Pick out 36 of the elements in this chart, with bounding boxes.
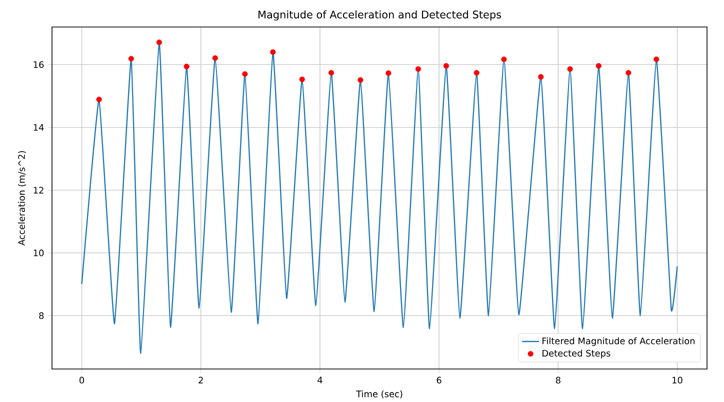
point (415, 66, 422, 72)
x-tick-label: 0 (80, 376, 84, 384)
point (654, 56, 660, 62)
point (626, 70, 632, 76)
point (596, 63, 602, 69)
point (299, 76, 305, 82)
point (184, 64, 190, 70)
y-tick-label: 16 (34, 61, 44, 68)
x-tick-label: 10 (672, 376, 682, 384)
point (156, 40, 162, 46)
y-tick-label: 12 (34, 186, 44, 194)
x-tick-label: 8 (556, 376, 560, 384)
point (538, 74, 544, 80)
point (128, 56, 134, 62)
legend-label: Filtered Magnitude of Acceleration (542, 338, 695, 346)
point (358, 77, 364, 83)
point (242, 71, 248, 77)
point (567, 66, 573, 72)
point (474, 70, 480, 76)
y-tick-label: 8 (39, 312, 44, 320)
point (386, 70, 392, 76)
point (443, 63, 449, 69)
y-tick-label: 14 (34, 124, 44, 131)
x-axis-title: Time (sec) (356, 390, 402, 399)
chart-title: Magnitude of Acceleration and Detected Steps (258, 10, 502, 21)
point (212, 55, 218, 61)
point (328, 70, 334, 76)
x-tick-label: 4 (318, 376, 322, 384)
x-tick-label: 2 (198, 376, 203, 384)
point (96, 96, 102, 102)
x-tick-label: 6 (436, 376, 442, 384)
y-axis-title: Acceleration (m/s^2) (18, 151, 26, 246)
y-tick-label: 10 (34, 250, 44, 256)
point (270, 49, 276, 56)
legend-label: Detected Steps (542, 350, 610, 358)
point (501, 56, 507, 62)
